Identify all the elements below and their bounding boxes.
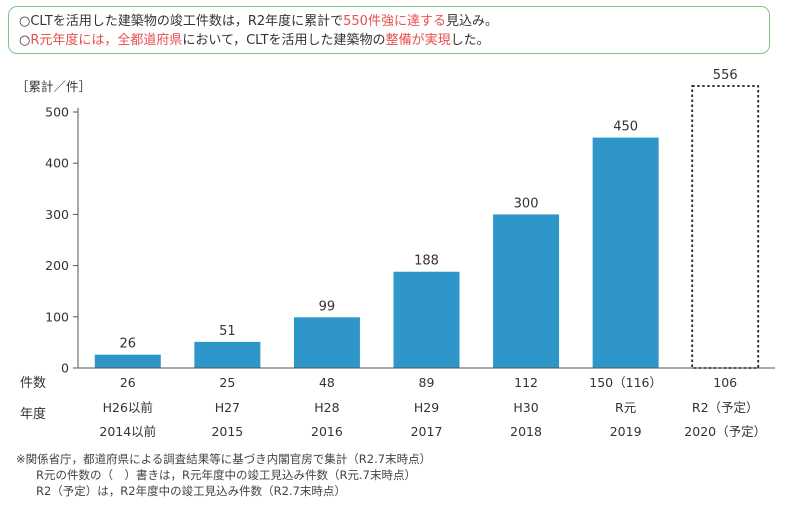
x-tick-label: H26以前 xyxy=(103,400,153,415)
data-label: 51 xyxy=(219,324,236,339)
callout-line-1-suffix: 見込み。 xyxy=(445,14,498,29)
count-value: 106 xyxy=(713,375,737,390)
data-label: 188 xyxy=(414,254,439,269)
y-tick-label: 400 xyxy=(45,156,69,171)
x-tick-year-label: 2014以前 xyxy=(99,424,156,439)
callout-line-2-highlight-1: R元年度には，全都道府県 xyxy=(30,33,183,48)
callout-line-2-mid: において，CLTを活用した建築物の xyxy=(182,33,386,48)
count-value: 48 xyxy=(319,375,335,390)
data-label: 556 xyxy=(713,68,738,83)
callout-line-1-highlight: 550件強に達する xyxy=(343,14,446,29)
x-tick-year-label: 2017 xyxy=(411,424,443,439)
y-axis-label: ［累計／件］ xyxy=(16,79,91,94)
callout-line-1: ○CLTを活用した建築物の竣工件数は，R2年度に累計で550件強に達する見込み。 xyxy=(19,12,769,31)
x-tick-year-label: 2019 xyxy=(610,424,642,439)
callout-line-2: ○R元年度には，全都道府県において，CLTを活用した建築物の整備が実現した。 xyxy=(19,31,769,50)
count-value: 89 xyxy=(419,375,435,390)
x-tick-year-label: 2016 xyxy=(311,424,343,439)
count-value: 26 xyxy=(120,375,136,390)
data-label: 450 xyxy=(613,120,638,135)
footnote-3: R2（予定）は，R2年度中の竣工見込み件数（R2.7末時点） xyxy=(36,484,346,498)
y-tick-label: 0 xyxy=(61,361,69,376)
count-value: 150（116） xyxy=(589,375,662,390)
bar-projected xyxy=(691,85,760,369)
y-tick-label: 100 xyxy=(45,309,69,324)
cumulative-bar-chart: ［累計／件］ 0 100 200 300 400 500 26 51 99 188 300 450 5… xyxy=(16,68,775,439)
bar xyxy=(393,271,460,368)
footnote-2: R元の件数の（ ）書きは，R元年度中の竣工見込み件数（R元.7末時点） xyxy=(36,468,416,482)
x-tick-label: H28 xyxy=(314,400,339,415)
x-tick-year-label: 2018 xyxy=(510,424,542,439)
bar xyxy=(94,354,161,368)
x-tick-label: R元 xyxy=(615,400,636,415)
data-label: 300 xyxy=(514,196,539,211)
y-tick-label: 200 xyxy=(45,258,69,273)
row-label-count: 件数 xyxy=(20,376,46,391)
footnotes: ※関係省庁，都道府県による調査結果等に基づき内閣官房で集計（R2.7末時点） R… xyxy=(16,451,431,499)
callout-line-2-highlight-2: 整備が実現 xyxy=(385,33,451,48)
x-tick-year-label: 2020（予定） xyxy=(684,424,766,439)
bar xyxy=(592,137,659,368)
y-tick-label: 500 xyxy=(45,105,69,120)
x-tick-label: R2（予定） xyxy=(692,400,759,415)
y-tick-label: 300 xyxy=(45,207,69,222)
row-label-year: 年度 xyxy=(20,406,46,422)
callout-line-2-suffix: した。 xyxy=(450,33,490,48)
x-tick-label: H29 xyxy=(414,400,439,415)
x-tick-year-label: 2015 xyxy=(211,424,243,439)
x-tick-label: H27 xyxy=(215,400,240,415)
count-value: 112 xyxy=(514,375,538,390)
callout-line-2-prefix: ○ xyxy=(19,33,31,48)
summary-callout: ○CLTを活用した建築物の竣工件数は，R2年度に累計で550件強に達する見込み。… xyxy=(8,6,770,54)
count-value: 25 xyxy=(219,375,235,390)
bar xyxy=(293,317,360,368)
bar xyxy=(493,214,560,368)
bar xyxy=(194,341,261,368)
callout-line-1-prefix: ○CLTを活用した建築物の竣工件数は，R2年度に累計で xyxy=(19,14,344,29)
data-label: 99 xyxy=(319,299,336,314)
data-label: 26 xyxy=(120,337,137,352)
x-tick-label: H30 xyxy=(513,400,538,415)
footnote-1: ※関係省庁，都道府県による調査結果等に基づき内閣官房で集計（R2.7末時点） xyxy=(16,452,432,466)
